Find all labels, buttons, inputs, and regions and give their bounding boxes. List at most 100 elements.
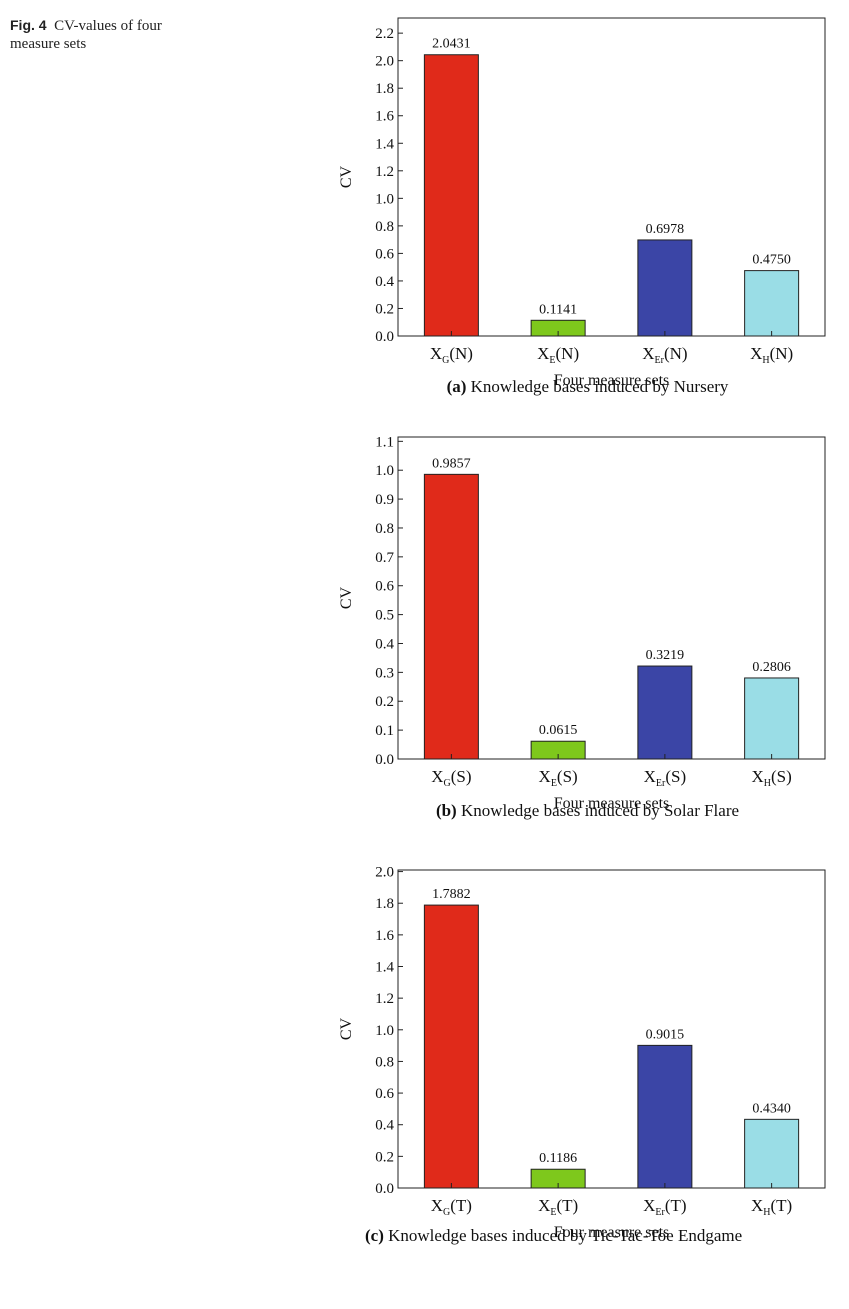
category-suffix: (N) — [449, 344, 473, 363]
y-tick-label: 0.7 — [375, 550, 394, 566]
y-tick-label: 0.2 — [375, 1149, 394, 1165]
bar — [744, 270, 800, 337]
x-axis-label: Four measure sets — [554, 795, 670, 812]
value-label: 0.2806 — [752, 660, 791, 675]
y-tick-label: 1.2 — [375, 164, 394, 180]
category-base: X — [751, 1196, 763, 1215]
bar — [423, 473, 479, 760]
category-subscript: H — [763, 1207, 770, 1218]
category-base: X — [431, 1196, 443, 1215]
y-tick-label: 1.2 — [375, 991, 394, 1007]
y-tick-label: 1.0 — [375, 191, 394, 207]
y-tick-label: 0.6 — [375, 579, 394, 595]
category-base: X — [750, 344, 762, 363]
value-label: 1.7882 — [432, 887, 471, 902]
category-suffix: (S) — [665, 767, 686, 786]
plot-frame — [397, 869, 826, 1189]
category-subscript: G — [444, 778, 451, 789]
y-tick-label: 0.6 — [375, 246, 394, 262]
x-tick-label: XH(S) — [751, 767, 791, 789]
category-suffix: (S) — [557, 767, 578, 786]
category-base: X — [642, 344, 654, 363]
chart-caption: (a) Knowledge bases induced by Nursery — [365, 376, 810, 398]
figure-label: Fig. 4 — [10, 17, 47, 33]
value-label: 0.1186 — [539, 1151, 577, 1166]
value-label: 0.1141 — [539, 302, 577, 317]
y-tick-label: 0.4 — [375, 1118, 394, 1134]
category-subscript: E — [551, 778, 557, 789]
y-tick-label: 1.0 — [375, 1023, 394, 1039]
category-suffix: (S) — [451, 767, 472, 786]
y-axis-label: CV — [338, 165, 355, 188]
category-subscript: E — [549, 355, 555, 366]
y-axis-label: CV — [338, 586, 355, 609]
y-tick-label: 2.0 — [375, 54, 394, 70]
y-tick-label: 0.4 — [375, 636, 394, 652]
category-base: X — [538, 1196, 550, 1215]
y-tick-label: 1.6 — [375, 109, 394, 125]
category-subscript: G — [442, 355, 449, 366]
bar — [637, 239, 693, 337]
caption-text: Knowledge bases induced by Nursery — [470, 377, 729, 396]
y-tick-label: 1.8 — [375, 896, 394, 912]
bar — [744, 677, 800, 760]
category-base: X — [537, 344, 549, 363]
y-tick-label: 0.0 — [375, 329, 394, 345]
category-suffix: (T) — [665, 1196, 687, 1215]
category-base: X — [539, 767, 551, 786]
y-tick-label: 1.1 — [375, 434, 394, 450]
y-tick-label: 0.2 — [375, 301, 394, 317]
x-tick-label: XEr(T) — [643, 1196, 686, 1218]
category-base: X — [751, 767, 763, 786]
category-suffix: (N) — [556, 344, 580, 363]
caption-label: (a) — [446, 377, 467, 396]
category-suffix: (T) — [556, 1196, 578, 1215]
bar — [637, 1044, 693, 1189]
bar — [637, 665, 693, 760]
bar — [423, 904, 479, 1189]
y-tick-label: 1.6 — [375, 928, 394, 944]
chart-caption: (b) Knowledge bases induced by Solar Fla… — [365, 800, 810, 822]
y-tick-label: 0.0 — [375, 1181, 394, 1197]
y-tick-label: 0.9 — [375, 492, 394, 508]
category-subscript: E — [550, 1207, 556, 1218]
y-axis-label: CV — [338, 1017, 355, 1040]
value-label: 2.0431 — [432, 37, 471, 52]
y-tick-label: 2.2 — [375, 26, 394, 42]
figure-caption: Fig. 4 CV-values of four measure sets — [10, 16, 210, 53]
category-subscript: Er — [655, 1207, 665, 1218]
bar — [423, 54, 479, 337]
x-tick-label: XEr(N) — [642, 344, 687, 366]
x-tick-label: XE(N) — [537, 344, 579, 366]
category-subscript: Er — [654, 355, 664, 366]
plot-frame — [397, 17, 826, 337]
plot-frame — [397, 436, 826, 760]
y-tick-label: 1.4 — [375, 136, 394, 152]
y-tick-label: 2.0 — [375, 865, 394, 881]
category-suffix: (N) — [770, 344, 794, 363]
y-tick-label: 0.5 — [375, 608, 394, 624]
category-subscript: G — [443, 1207, 450, 1218]
y-tick-label: 1.8 — [375, 81, 394, 97]
y-tick-label: 1.0 — [375, 463, 394, 479]
x-tick-label: XG(N) — [430, 344, 473, 366]
y-tick-label: 0.0 — [375, 752, 394, 768]
category-suffix: (T) — [450, 1196, 472, 1215]
category-subscript: H — [764, 778, 771, 789]
value-label: 0.4750 — [752, 253, 791, 268]
y-tick-label: 0.8 — [375, 219, 394, 235]
caption-label: (b) — [435, 801, 457, 820]
value-label: 0.9015 — [646, 1027, 685, 1042]
value-label: 0.0615 — [539, 723, 578, 738]
bar — [744, 1118, 800, 1189]
value-label: 0.4340 — [752, 1101, 791, 1116]
y-tick-label: 0.2 — [375, 694, 394, 710]
category-suffix: (N) — [664, 344, 688, 363]
x-tick-label: XE(T) — [538, 1196, 578, 1218]
caption-text: Knowledge bases induced by Solar Flare — [460, 801, 740, 820]
value-label: 0.9857 — [432, 456, 471, 471]
x-tick-label: XG(T) — [431, 1196, 472, 1218]
category-base: X — [431, 767, 443, 786]
